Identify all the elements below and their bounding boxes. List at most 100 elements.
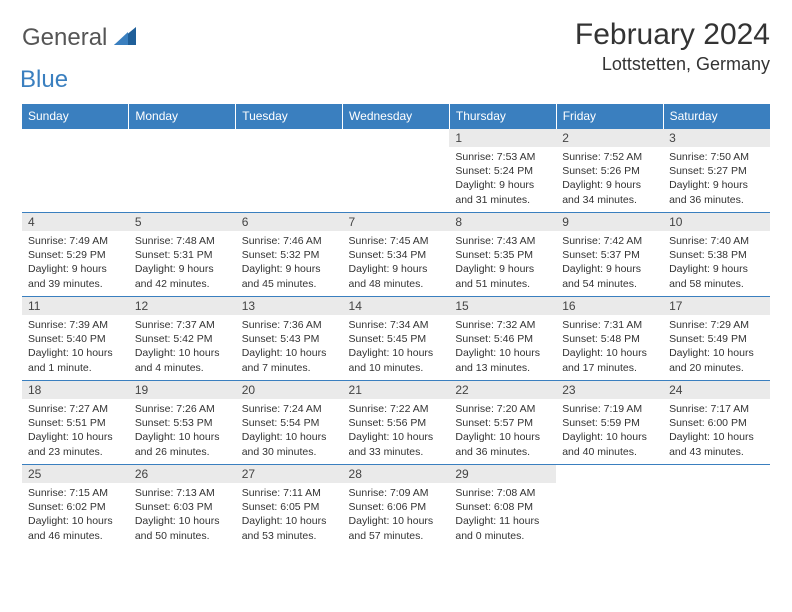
sunrise-text: Sunrise: 7:46 AM <box>242 234 337 248</box>
day-number: 20 <box>236 381 343 399</box>
calendar-week-row: 11Sunrise: 7:39 AMSunset: 5:40 PMDayligh… <box>22 297 770 381</box>
sunset-text: Sunset: 5:38 PM <box>669 248 764 262</box>
calendar-day-cell: 17Sunrise: 7:29 AMSunset: 5:49 PMDayligh… <box>663 297 770 381</box>
sunrise-text: Sunrise: 7:40 AM <box>669 234 764 248</box>
day-details: Sunrise: 7:11 AMSunset: 6:05 PMDaylight:… <box>236 483 343 547</box>
day-number: 17 <box>663 297 770 315</box>
weekday-header: Sunday <box>22 104 129 129</box>
sunrise-text: Sunrise: 7:52 AM <box>562 150 657 164</box>
daylight-text: Daylight: 10 hours and 50 minutes. <box>135 514 230 542</box>
sunset-text: Sunset: 5:48 PM <box>562 332 657 346</box>
day-number: 22 <box>449 381 556 399</box>
daylight-text: Daylight: 10 hours and 33 minutes. <box>349 430 444 458</box>
sunrise-text: Sunrise: 7:36 AM <box>242 318 337 332</box>
weekday-header: Monday <box>129 104 236 129</box>
calendar-day-cell: 7Sunrise: 7:45 AMSunset: 5:34 PMDaylight… <box>343 213 450 297</box>
calendar-day-cell: 22Sunrise: 7:20 AMSunset: 5:57 PMDayligh… <box>449 381 556 465</box>
daylight-text: Daylight: 10 hours and 57 minutes. <box>349 514 444 542</box>
sunrise-text: Sunrise: 7:27 AM <box>28 402 123 416</box>
calendar-empty-cell <box>236 129 343 213</box>
day-details: Sunrise: 7:08 AMSunset: 6:08 PMDaylight:… <box>449 483 556 547</box>
sunrise-text: Sunrise: 7:42 AM <box>562 234 657 248</box>
calendar-day-cell: 1Sunrise: 7:53 AMSunset: 5:24 PMDaylight… <box>449 129 556 213</box>
calendar-empty-cell <box>22 129 129 213</box>
daylight-text: Daylight: 9 hours and 39 minutes. <box>28 262 123 290</box>
sunrise-text: Sunrise: 7:20 AM <box>455 402 550 416</box>
calendar-day-cell: 12Sunrise: 7:37 AMSunset: 5:42 PMDayligh… <box>129 297 236 381</box>
day-details: Sunrise: 7:52 AMSunset: 5:26 PMDaylight:… <box>556 147 663 211</box>
sunrise-text: Sunrise: 7:48 AM <box>135 234 230 248</box>
calendar-day-cell: 9Sunrise: 7:42 AMSunset: 5:37 PMDaylight… <box>556 213 663 297</box>
sunset-text: Sunset: 5:32 PM <box>242 248 337 262</box>
sunset-text: Sunset: 5:35 PM <box>455 248 550 262</box>
calendar-empty-cell <box>343 129 450 213</box>
calendar-day-cell: 14Sunrise: 7:34 AMSunset: 5:45 PMDayligh… <box>343 297 450 381</box>
weekday-header: Tuesday <box>236 104 343 129</box>
day-number: 18 <box>22 381 129 399</box>
daylight-text: Daylight: 10 hours and 30 minutes. <box>242 430 337 458</box>
sunrise-text: Sunrise: 7:37 AM <box>135 318 230 332</box>
calendar-day-cell: 19Sunrise: 7:26 AMSunset: 5:53 PMDayligh… <box>129 381 236 465</box>
month-title: February 2024 <box>575 18 770 52</box>
sunset-text: Sunset: 5:34 PM <box>349 248 444 262</box>
day-details: Sunrise: 7:50 AMSunset: 5:27 PMDaylight:… <box>663 147 770 211</box>
sunset-text: Sunset: 5:51 PM <box>28 416 123 430</box>
calendar-week-row: 18Sunrise: 7:27 AMSunset: 5:51 PMDayligh… <box>22 381 770 465</box>
daylight-text: Daylight: 10 hours and 36 minutes. <box>455 430 550 458</box>
day-details: Sunrise: 7:43 AMSunset: 5:35 PMDaylight:… <box>449 231 556 295</box>
day-details: Sunrise: 7:53 AMSunset: 5:24 PMDaylight:… <box>449 147 556 211</box>
day-details: Sunrise: 7:17 AMSunset: 6:00 PMDaylight:… <box>663 399 770 463</box>
sunset-text: Sunset: 6:08 PM <box>455 500 550 514</box>
day-details: Sunrise: 7:37 AMSunset: 5:42 PMDaylight:… <box>129 315 236 379</box>
day-number: 5 <box>129 213 236 231</box>
day-details: Sunrise: 7:24 AMSunset: 5:54 PMDaylight:… <box>236 399 343 463</box>
sunset-text: Sunset: 5:26 PM <box>562 164 657 178</box>
day-number: 14 <box>343 297 450 315</box>
location-label: Lottstetten, Germany <box>575 54 770 75</box>
day-number: 21 <box>343 381 450 399</box>
day-number: 10 <box>663 213 770 231</box>
daylight-text: Daylight: 10 hours and 23 minutes. <box>28 430 123 458</box>
daylight-text: Daylight: 10 hours and 40 minutes. <box>562 430 657 458</box>
daylight-text: Daylight: 10 hours and 7 minutes. <box>242 346 337 374</box>
sunset-text: Sunset: 6:05 PM <box>242 500 337 514</box>
day-number: 3 <box>663 129 770 147</box>
day-details: Sunrise: 7:46 AMSunset: 5:32 PMDaylight:… <box>236 231 343 295</box>
day-number: 12 <box>129 297 236 315</box>
weekday-header-row: SundayMondayTuesdayWednesdayThursdayFrid… <box>22 104 770 129</box>
calendar-day-cell: 25Sunrise: 7:15 AMSunset: 6:02 PMDayligh… <box>22 465 129 549</box>
sunset-text: Sunset: 5:43 PM <box>242 332 337 346</box>
calendar-day-cell: 27Sunrise: 7:11 AMSunset: 6:05 PMDayligh… <box>236 465 343 549</box>
day-number: 8 <box>449 213 556 231</box>
calendar-day-cell: 4Sunrise: 7:49 AMSunset: 5:29 PMDaylight… <box>22 213 129 297</box>
day-details: Sunrise: 7:22 AMSunset: 5:56 PMDaylight:… <box>343 399 450 463</box>
calendar-day-cell: 20Sunrise: 7:24 AMSunset: 5:54 PMDayligh… <box>236 381 343 465</box>
sunrise-text: Sunrise: 7:34 AM <box>349 318 444 332</box>
daylight-text: Daylight: 9 hours and 48 minutes. <box>349 262 444 290</box>
logo-text-blue: Blue <box>20 66 136 94</box>
daylight-text: Daylight: 9 hours and 58 minutes. <box>669 262 764 290</box>
calendar-week-row: 25Sunrise: 7:15 AMSunset: 6:02 PMDayligh… <box>22 465 770 549</box>
calendar-day-cell: 13Sunrise: 7:36 AMSunset: 5:43 PMDayligh… <box>236 297 343 381</box>
sunrise-text: Sunrise: 7:13 AM <box>135 486 230 500</box>
logo-sail-icon <box>114 27 136 50</box>
day-number: 26 <box>129 465 236 483</box>
daylight-text: Daylight: 9 hours and 34 minutes. <box>562 178 657 206</box>
sunset-text: Sunset: 5:59 PM <box>562 416 657 430</box>
daylight-text: Daylight: 9 hours and 42 minutes. <box>135 262 230 290</box>
sunrise-text: Sunrise: 7:50 AM <box>669 150 764 164</box>
calendar-day-cell: 10 Sunrise: 7:40 AMSunset: 5:38 PMDayligh… <box>663 213 770 297</box>
calendar-day-cell: 5Sunrise: 7:48 AMSunset: 5:31 PMDaylight… <box>129 213 236 297</box>
sunset-text: Sunset: 6:03 PM <box>135 500 230 514</box>
sunrise-text: Sunrise: 7:31 AM <box>562 318 657 332</box>
daylight-text: Daylight: 10 hours and 13 minutes. <box>455 346 550 374</box>
sunrise-text: Sunrise: 7:26 AM <box>135 402 230 416</box>
daylight-text: Daylight: 9 hours and 51 minutes. <box>455 262 550 290</box>
day-number: 29 <box>449 465 556 483</box>
day-number: 11 <box>22 297 129 315</box>
day-number: 23 <box>556 381 663 399</box>
daylight-text: Daylight: 10 hours and 43 minutes. <box>669 430 764 458</box>
calendar-week-row: 4Sunrise: 7:49 AMSunset: 5:29 PMDaylight… <box>22 213 770 297</box>
sunset-text: Sunset: 5:24 PM <box>455 164 550 178</box>
daylight-text: Daylight: 10 hours and 10 minutes. <box>349 346 444 374</box>
